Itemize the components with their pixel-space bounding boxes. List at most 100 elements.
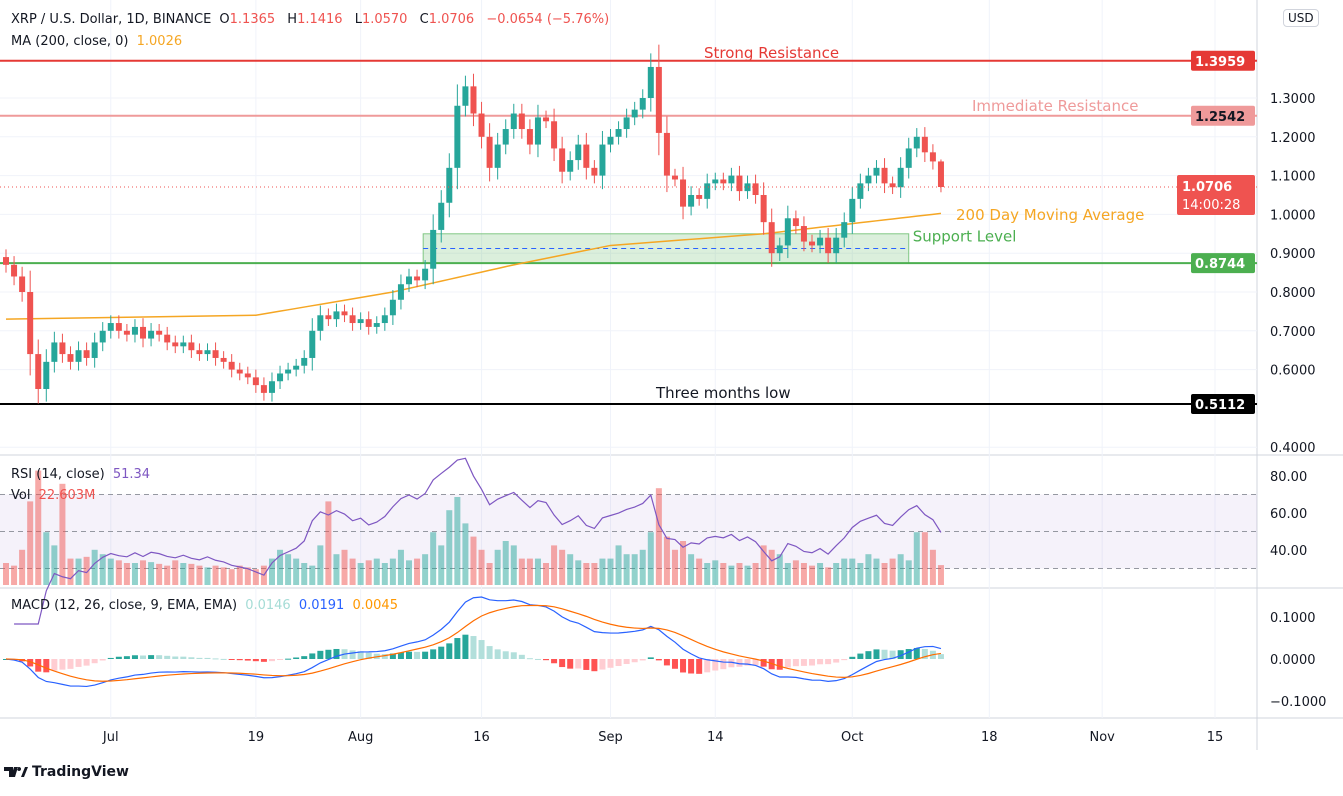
volume-bar [526, 558, 533, 585]
volume-bar [696, 558, 703, 585]
candle-body [744, 183, 751, 192]
candle-body [817, 237, 824, 246]
rsi-label: RSI (14, close) [11, 467, 105, 482]
ma-legend: MA (200, close, 0) 1.0026 [11, 34, 186, 49]
candle-body [268, 381, 275, 393]
candle-body [567, 160, 574, 172]
volume-bar [905, 560, 912, 585]
candle-body [599, 144, 606, 176]
candle-body [905, 148, 912, 168]
candle-body [615, 129, 622, 137]
candle-body [736, 175, 743, 192]
macd-histogram-bar [430, 649, 437, 659]
rsi-axis-label: 80.00 [1270, 470, 1307, 485]
candle-body [325, 315, 332, 320]
macd-histogram-bar [414, 651, 421, 659]
macd-axis-label: 0.1000 [1270, 611, 1316, 626]
candle-body [502, 129, 509, 145]
volume-bar [236, 565, 243, 585]
volume-bar [776, 554, 783, 585]
macd-histogram-bar [623, 659, 630, 664]
macd-histogram-bar [309, 653, 316, 659]
macd-histogram-bar [462, 634, 469, 659]
candle-body [534, 117, 541, 145]
candle-body [148, 330, 155, 339]
candle-body [929, 152, 936, 162]
macd-histogram-bar [728, 659, 735, 668]
candle-body [833, 237, 840, 254]
candle-body [438, 202, 445, 230]
candle-body [809, 241, 815, 246]
macd-histogram-bar [615, 659, 622, 666]
rsi-line [14, 457, 942, 625]
rsi-axis-label: 60.00 [1270, 507, 1307, 522]
volume-bar [543, 563, 550, 585]
vol-label: Vol [11, 488, 31, 503]
candle-body [333, 311, 340, 320]
macd-histogram-bar [534, 658, 541, 660]
candle-body [123, 330, 130, 335]
macd-histogram-bar [293, 657, 300, 659]
price-axis-label: 1.1000 [1270, 170, 1316, 185]
volume-bar [349, 558, 356, 585]
ma-value: 1.0026 [136, 34, 183, 49]
tradingview-logo[interactable]: TradingView [4, 764, 129, 780]
volume-bar [317, 545, 324, 585]
candle-body [11, 264, 18, 277]
volume-bar [655, 488, 662, 585]
macd-histogram-bar [526, 658, 533, 660]
candle-body [688, 195, 695, 207]
candle-body [67, 354, 74, 362]
candle-body [164, 334, 171, 343]
candle-body [341, 311, 348, 316]
macd-histogram-bar [680, 659, 687, 673]
volume-bar [921, 532, 928, 585]
ma-annotation-label: 200 Day Moving Average [956, 206, 1144, 224]
macd-histogram-bar [712, 659, 719, 671]
time-axis-label: Jul [102, 730, 119, 745]
macd-histogram-bar [438, 646, 445, 659]
volume-bar [75, 558, 82, 585]
currency-button[interactable]: USD [1283, 9, 1319, 27]
volume-bar [817, 563, 824, 585]
candle-body [841, 222, 848, 238]
macd-histogram-bar [51, 659, 58, 671]
volume-bar [534, 558, 541, 585]
macd-histogram-bar [559, 659, 566, 668]
volume-bar [913, 532, 920, 585]
candle-body [631, 109, 638, 118]
time-axis-label: Sep [598, 730, 623, 745]
time-axis-label: 16 [473, 730, 490, 745]
macd-histogram-bar [228, 659, 235, 660]
candle-body [825, 237, 832, 254]
volume-bar [567, 554, 574, 585]
volume-bar [494, 549, 501, 585]
macd-histogram-bar [204, 657, 211, 659]
candle-body [43, 361, 50, 389]
volume-bar [720, 563, 727, 585]
macd-histogram-bar [365, 652, 372, 659]
macd-histogram-bar [397, 652, 404, 659]
volume-bar [800, 563, 807, 585]
candle-body [293, 365, 300, 370]
macd-histogram-bar [921, 648, 928, 659]
level-price-label: 0.8744 [1195, 257, 1245, 272]
volume-bar [301, 563, 308, 585]
volume-bar [478, 549, 485, 585]
macd-histogram-bar [268, 659, 275, 662]
candle-body [406, 276, 412, 285]
volume-bar [59, 483, 66, 585]
macd-histogram-bar [91, 659, 98, 664]
macd-histogram-bar [760, 659, 767, 667]
macd-histogram-bar [857, 653, 864, 659]
candle-body [236, 369, 243, 374]
macd-histogram-bar [83, 659, 90, 666]
volume-bar [551, 545, 558, 585]
macd-legend: MACD (12, 26, close, 9, EMA, EMA) 0.0146… [11, 598, 402, 613]
volume-bar [35, 470, 42, 585]
volume-bar [518, 558, 525, 585]
volume-bar [3, 563, 9, 585]
candle-body [196, 350, 203, 355]
last-price-label: 1.0706 [1182, 180, 1232, 195]
